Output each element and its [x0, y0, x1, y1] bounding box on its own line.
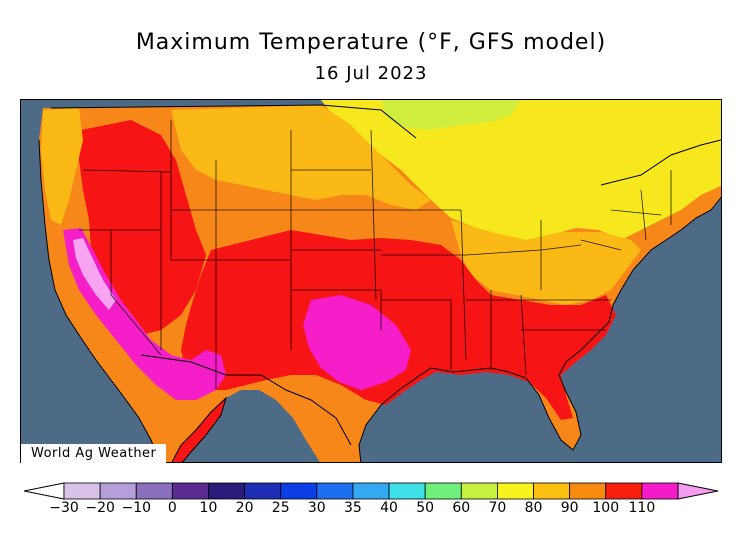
- legend-tick-label: 90: [560, 500, 579, 516]
- legend-arrow-low: [24, 482, 65, 500]
- legend-swatch: [99, 482, 137, 500]
- zone-80s-plains: [171, 105, 431, 210]
- legend-swatch: [388, 482, 426, 500]
- legend-swatch: [460, 482, 498, 500]
- temperature-map: [20, 99, 722, 463]
- legend-tick-label: 10: [199, 500, 218, 516]
- legend-tick-label: 110: [628, 500, 656, 516]
- legend-tick-label: 70: [488, 500, 507, 516]
- canada-border-east: [600, 139, 721, 186]
- coastline-pacific: [38, 139, 161, 462]
- zone-60s-canada: [381, 100, 521, 130]
- zone-70s-north: [321, 100, 721, 240]
- canada-border: [50, 104, 417, 139]
- legend-swatch: [605, 482, 643, 500]
- legend-swatch: [533, 482, 571, 500]
- legend-swatch: [63, 482, 101, 500]
- zone-100s-south: [181, 230, 616, 420]
- coastline-gulf: [358, 196, 721, 462]
- legend-tick-label: 30: [307, 500, 326, 516]
- legend-tick-label: −20: [85, 500, 115, 516]
- zone-90s-pacific: [41, 108, 83, 225]
- legend-swatch: [135, 482, 173, 500]
- legend-swatch: [641, 482, 679, 500]
- legend-tick-label: 60: [452, 500, 471, 516]
- legend-tick-label: −10: [121, 500, 152, 516]
- mexico-border: [140, 354, 352, 446]
- legend-swatch: [569, 482, 607, 500]
- legend-tick-label: −30: [49, 500, 79, 516]
- state-borders: [79, 120, 672, 390]
- legend-swatch: [171, 482, 209, 500]
- zone-80s-east: [451, 220, 641, 305]
- legend-arrow-high: [677, 482, 718, 500]
- legend-tick-label: 20: [235, 500, 254, 516]
- legend-tick-label: 100: [592, 500, 620, 516]
- baja-peninsula: [171, 396, 227, 462]
- map-date: 16 Jul 2023: [314, 63, 428, 84]
- legend-swatch: [424, 482, 462, 500]
- zone-110s-southwest: [63, 228, 226, 400]
- map-title: Maximum Temperature (°F, GFS model): [135, 30, 607, 55]
- legend-swatch: [208, 482, 245, 500]
- legend-swatch: [352, 482, 390, 500]
- legend-tick-label: 35: [344, 500, 362, 516]
- legend-swatch: [244, 482, 282, 500]
- legend-swatch: [280, 482, 318, 500]
- legend-tick-label: 25: [271, 500, 290, 516]
- legend-swatch: [497, 482, 534, 500]
- legend-tick-label: 50: [416, 500, 435, 516]
- legend-tick-label: 0: [167, 500, 177, 516]
- zone-110s-texas: [303, 295, 411, 390]
- watermark: World Ag Weather: [21, 444, 167, 463]
- color-legend: [24, 482, 718, 500]
- legend-tick-label: 40: [380, 500, 398, 516]
- legend-swatch: [316, 482, 354, 500]
- zone-120-deathvalley: [73, 238, 116, 310]
- legend-tick-label: 80: [524, 500, 543, 516]
